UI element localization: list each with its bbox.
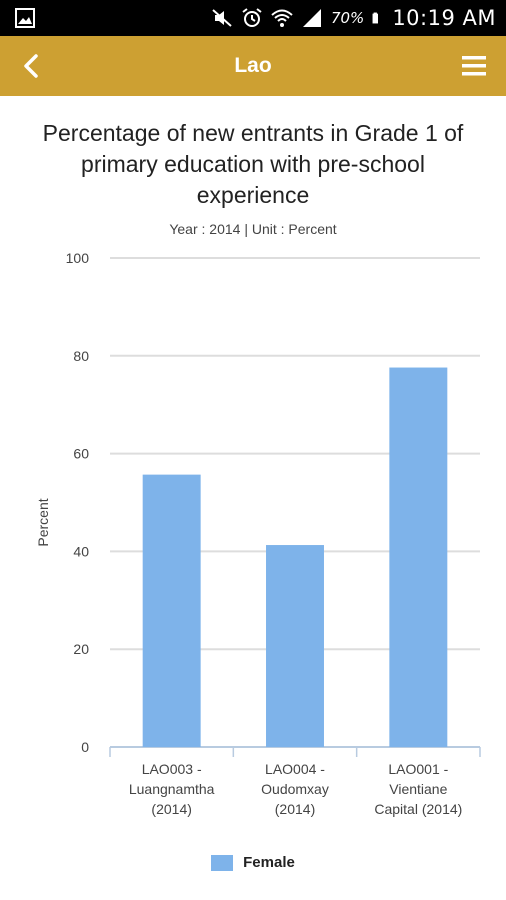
image-icon — [15, 8, 35, 28]
page-title: Lao — [234, 54, 272, 77]
x-tick-label: LAO004 -Oudomxay (2014) — [261, 761, 329, 817]
bar — [266, 545, 324, 747]
status-icons: 70% 10:19 AM — [211, 0, 496, 36]
legend: Female — [0, 854, 506, 871]
legend-swatch — [211, 854, 234, 871]
alarm-icon — [242, 8, 262, 27]
signal-icon — [302, 9, 321, 27]
app-bar: Lao — [0, 36, 506, 96]
menu-icon[interactable] — [460, 52, 488, 80]
legend-label-female[interactable]: Female — [243, 854, 295, 871]
back-button[interactable] — [16, 50, 48, 82]
battery-percent: 70% — [330, 9, 365, 27]
chart-title: Percentage of new entrants in Grade 1 of… — [42, 120, 464, 208]
bar — [142, 474, 201, 747]
x-tick-label: LAO003 -Luangnamtha (2014) — [129, 761, 215, 817]
y-tick-label: 40 — [73, 543, 89, 559]
chart-subtitle: Year : 2014 | Unit : Percent — [169, 221, 337, 237]
bar-chart: 0 20 40 60 80 100 Percent LAO003 -Luangnamtha (2… — [35, 250, 481, 817]
wifi-icon — [271, 9, 293, 27]
status-bar: 70% 10:19 AM — [0, 0, 506, 36]
y-tick-label: 80 — [73, 348, 89, 364]
battery-icon — [372, 12, 379, 24]
y-tick-label: 20 — [73, 641, 89, 657]
y-tick-label: 0 — [81, 739, 89, 755]
y-tick-label: 60 — [73, 446, 89, 462]
clock: 10:19 AM — [392, 6, 496, 30]
mute-icon — [212, 9, 232, 27]
bar — [389, 367, 448, 747]
y-axis-label: Percent — [35, 498, 51, 546]
y-tick-label: 100 — [66, 250, 90, 266]
x-tick-label: LAO001 -Vientiane Capital (2014) — [374, 761, 462, 817]
